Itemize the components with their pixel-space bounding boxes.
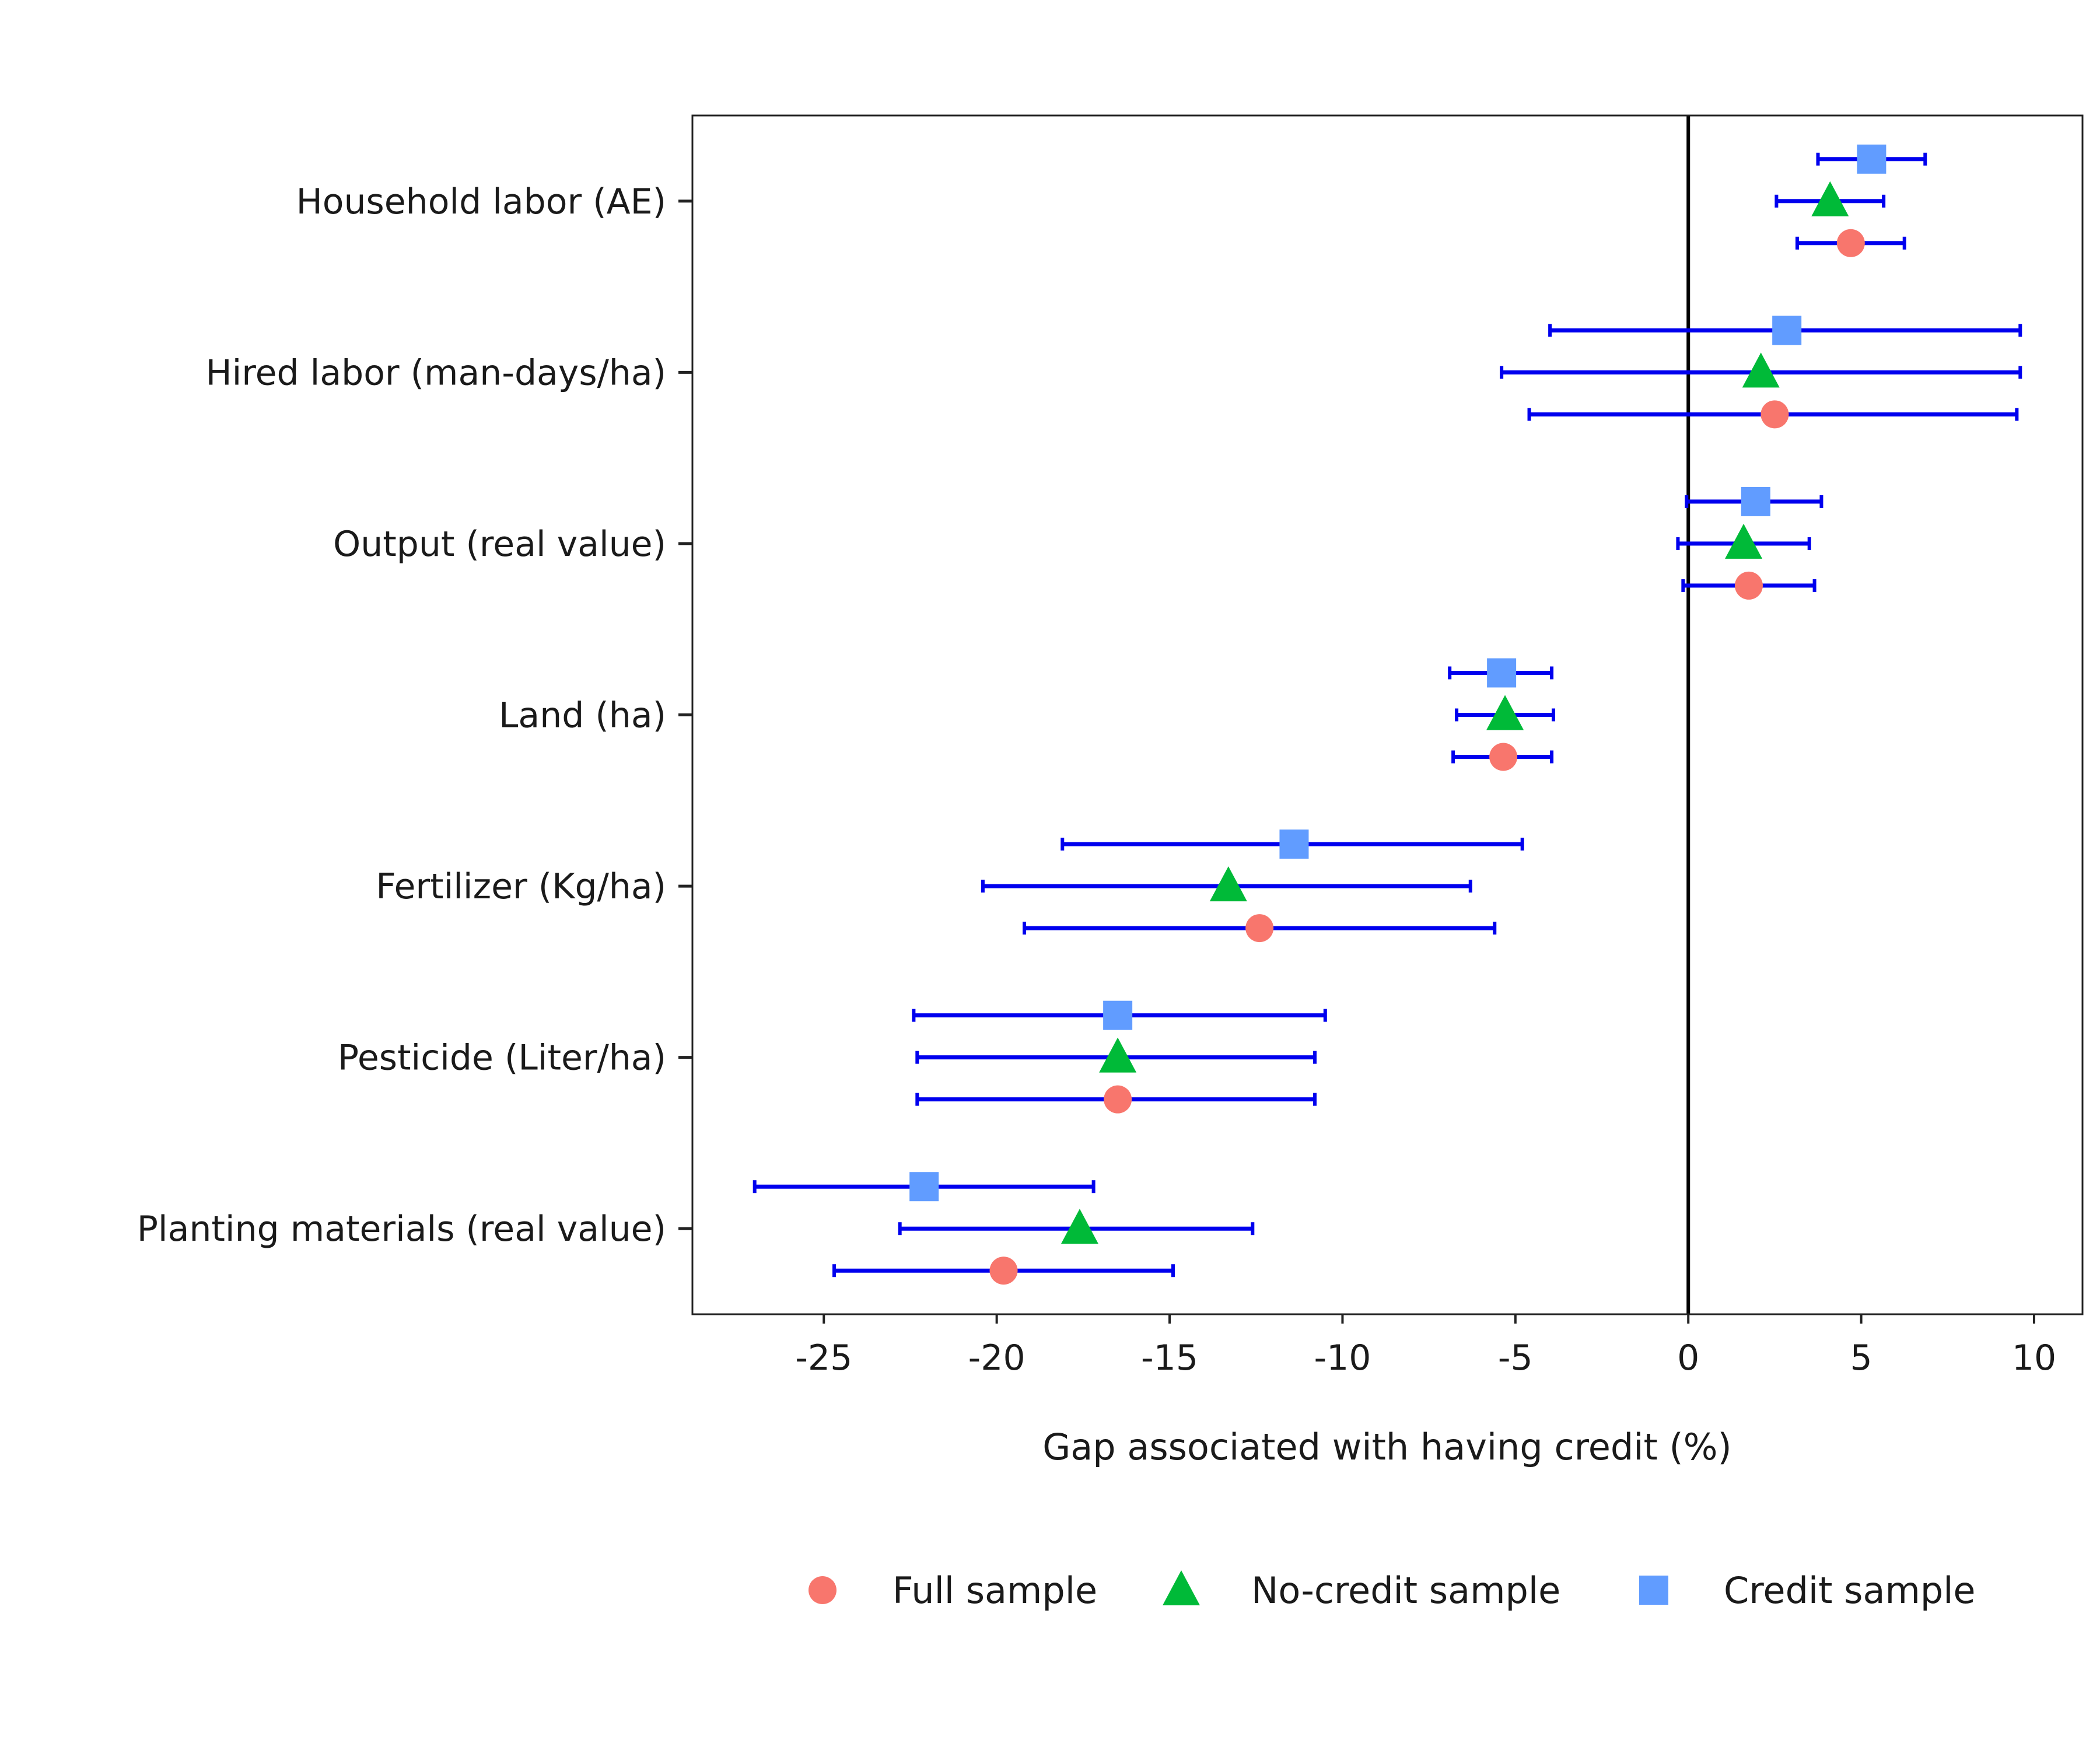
y-tick-label-household-labor-ae: Household labor (AE) xyxy=(296,181,666,222)
point-credit-sample-output-real-value xyxy=(1741,487,1770,516)
point-group-no-credit-sample-output-real-value xyxy=(1676,523,1811,559)
point-full-sample-household-labor-ae xyxy=(1836,229,1865,257)
point-group-credit-sample-output-real-value xyxy=(1685,487,1824,516)
point-credit-sample-household-labor-ae xyxy=(1857,144,1887,174)
x-tick-label: -10 xyxy=(1314,1338,1371,1378)
legend-marker-square-icon xyxy=(1639,1576,1668,1605)
x-tick-label: -15 xyxy=(1141,1338,1198,1378)
point-group-no-credit-sample-pesticide-liter-ha xyxy=(915,1037,1317,1073)
point-full-sample-output-real-value xyxy=(1734,571,1763,600)
point-group-credit-sample-hired-labor-man-days-ha xyxy=(1548,316,2022,345)
point-no-credit-sample-household-labor-ae xyxy=(1811,181,1849,216)
point-group-no-credit-sample-planting-materials-real-value xyxy=(898,1209,1255,1244)
point-group-credit-sample-pesticide-liter-ha xyxy=(912,1000,1327,1030)
point-group-credit-sample-fertilizer-kg-ha xyxy=(1060,830,1524,859)
legend-item-no-credit-sample: No-credit sample xyxy=(1163,1569,1560,1612)
point-group-no-credit-sample-household-labor-ae xyxy=(1774,181,1886,216)
x-tick-label: -20 xyxy=(968,1338,1026,1378)
point-group-full-sample-land-ha xyxy=(1451,743,1554,771)
point-group-full-sample-pesticide-liter-ha xyxy=(915,1085,1317,1114)
point-credit-sample-land-ha xyxy=(1487,658,1517,688)
x-axis-label: Gap associated with having credit (%) xyxy=(1042,1426,1732,1468)
point-full-sample-fertilizer-kg-ha xyxy=(1245,914,1274,943)
point-full-sample-land-ha xyxy=(1489,743,1518,771)
y-tick-label-pesticide-liter-ha: Pesticide (Liter/ha) xyxy=(338,1038,666,1079)
point-no-credit-sample-fertilizer-kg-ha xyxy=(1209,866,1247,902)
point-credit-sample-pesticide-liter-ha xyxy=(1103,1000,1133,1030)
legend-marker-triangle-icon xyxy=(1163,1570,1200,1605)
point-group-credit-sample-household-labor-ae xyxy=(1816,144,1927,174)
y-tick-label-output-real-value: Output (real value) xyxy=(333,524,666,565)
point-full-sample-planting-materials-real-value xyxy=(989,1256,1018,1285)
x-tick-label: 10 xyxy=(2012,1338,2056,1378)
y-tick-label-planting-materials-real-value: Planting materials (real value) xyxy=(137,1209,666,1250)
point-group-full-sample-planting-materials-real-value xyxy=(832,1256,1175,1285)
point-group-full-sample-hired-labor-man-days-ha xyxy=(1527,400,2019,429)
point-credit-sample-fertilizer-kg-ha xyxy=(1279,830,1309,859)
point-full-sample-pesticide-liter-ha xyxy=(1104,1085,1132,1114)
point-group-credit-sample-planting-materials-real-value xyxy=(752,1172,1096,1202)
point-group-full-sample-household-labor-ae xyxy=(1795,229,1906,257)
y-tick-label-hired-labor-man-days-ha: Hired labor (man-days/ha) xyxy=(205,352,666,393)
plot-frame xyxy=(691,114,2084,1315)
legend-item-credit-sample: Credit sample xyxy=(1639,1569,1976,1612)
point-no-credit-sample-hired-labor-man-days-ha xyxy=(1742,352,1780,388)
legend-marker-circle-icon xyxy=(808,1576,836,1604)
point-no-credit-sample-pesticide-liter-ha xyxy=(1099,1037,1137,1073)
legend-label: Full sample xyxy=(892,1569,1097,1612)
point-group-no-credit-sample-fertilizer-kg-ha xyxy=(981,866,1472,902)
data-layer xyxy=(752,144,2022,1285)
legend: Full sample No-credit sample Credit sample xyxy=(808,1569,1976,1612)
x-tick-label: 5 xyxy=(1850,1338,1873,1378)
y-tick-label-fertilizer-kg-ha: Fertilizer (Kg/ha) xyxy=(376,866,666,907)
legend-item-full-sample: Full sample xyxy=(808,1569,1097,1612)
x-tick-label: 0 xyxy=(1677,1338,1699,1378)
point-group-no-credit-sample-hired-labor-man-days-ha xyxy=(1500,352,2022,388)
y-tick-label-land-ha: Land (ha) xyxy=(499,695,666,736)
point-group-credit-sample-land-ha xyxy=(1448,658,1554,688)
point-group-no-credit-sample-land-ha xyxy=(1455,695,1556,730)
point-credit-sample-hired-labor-man-days-ha xyxy=(1772,316,1802,345)
legend-label: Credit sample xyxy=(1724,1569,1976,1612)
point-group-full-sample-fertilizer-kg-ha xyxy=(1023,914,1497,943)
point-no-credit-sample-output-real-value xyxy=(1725,523,1763,559)
point-group-full-sample-output-real-value xyxy=(1681,571,1817,600)
point-credit-sample-planting-materials-real-value xyxy=(909,1172,939,1202)
legend-label: No-credit sample xyxy=(1251,1569,1560,1612)
x-tick-label: -25 xyxy=(795,1338,852,1378)
axis-layer: -25 -20 -15 -10 -5 0 5 10 Household labor (AE) Hi… xyxy=(137,181,2056,1378)
point-no-credit-sample-land-ha xyxy=(1486,695,1524,730)
point-no-credit-sample-planting-materials-real-value xyxy=(1060,1209,1098,1244)
point-full-sample-hired-labor-man-days-ha xyxy=(1760,400,1789,429)
x-tick-label: -5 xyxy=(1498,1338,1533,1378)
